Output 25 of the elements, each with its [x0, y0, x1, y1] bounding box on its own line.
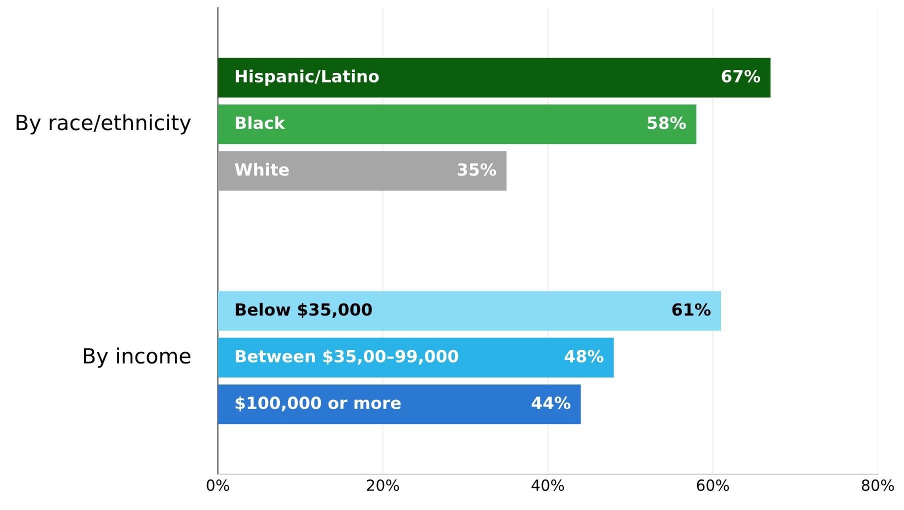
bar [218, 104, 696, 144]
y-tick-label: White [234, 162, 289, 176]
data-label: 48% [564, 350, 604, 362]
y-tick-label: $100,000 or more [236, 396, 401, 412]
bar [218, 151, 507, 191]
data-label: 58% [648, 116, 686, 130]
x-tick-label: 80% [862, 479, 894, 491]
x-tick-label: 60% [696, 479, 729, 491]
bar [218, 338, 614, 378]
text: By race/ethnicity [16, 114, 191, 134]
x-tick-label: 0% [206, 479, 230, 491]
data-label: 61% [672, 303, 711, 316]
y-tick-label: Black [236, 116, 286, 130]
data-label: 44% [532, 396, 570, 410]
y-tick-label: Below $35,000 [236, 302, 372, 318]
x-tick-label: 20% [366, 479, 399, 491]
text: By income [84, 348, 190, 368]
data-label: 67% [722, 70, 760, 82]
bar [218, 291, 722, 331]
bar [218, 384, 581, 424]
x-tick-label: 40% [532, 479, 564, 491]
bar [218, 58, 771, 98]
y-tick-label: Hispanic/Latino [236, 70, 379, 86]
y-tick-label: Between $35,00–99,000 [236, 350, 458, 365]
data-label: 35% [458, 163, 496, 176]
